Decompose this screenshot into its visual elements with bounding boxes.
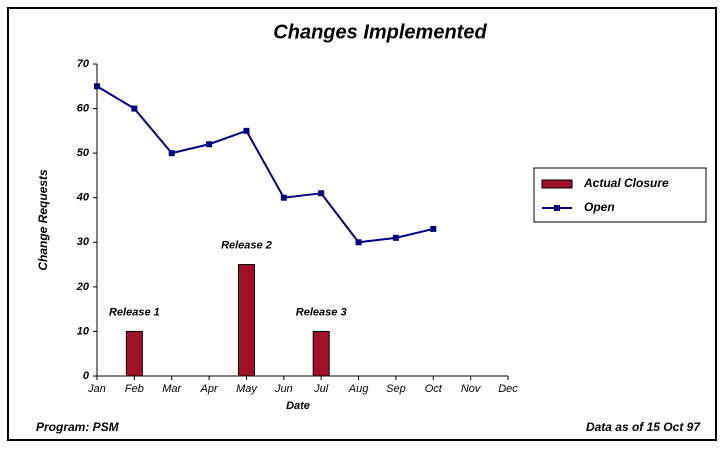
y-tick-label: 30 <box>77 236 90 248</box>
y-tick-label: 0 <box>83 370 90 382</box>
y-tick-label: 20 <box>76 281 90 293</box>
x-axis-label: Date <box>286 400 310 412</box>
x-tick-label: Aug <box>348 383 369 395</box>
marker <box>131 105 138 112</box>
legend-label: Open <box>584 200 615 214</box>
x-tick-label: Feb <box>125 383 144 395</box>
marker <box>355 239 362 246</box>
legend-box <box>533 167 707 223</box>
legend-label: Actual Closure <box>583 176 669 190</box>
annotation: Release 2 <box>221 239 272 251</box>
marker <box>280 194 287 201</box>
marker <box>168 150 175 157</box>
marker <box>318 190 325 197</box>
x-tick-label: Mar <box>162 383 182 395</box>
annotation: Release 1 <box>109 306 160 318</box>
bar <box>312 330 330 377</box>
annotation: Release 3 <box>296 306 347 318</box>
marker <box>243 127 250 134</box>
line <box>96 85 434 244</box>
footer-left: Program: PSM <box>36 420 120 434</box>
legend-marker <box>554 205 560 211</box>
frame <box>7 7 717 441</box>
y-axis-label: Change Requests <box>36 169 50 271</box>
bar <box>125 330 143 377</box>
x-tick-label: Jul <box>313 383 329 395</box>
y-tick-label: 40 <box>76 192 90 204</box>
y-tick-label: 10 <box>77 325 90 337</box>
x-tick-label: Nov <box>461 383 482 395</box>
y-tick-label: 60 <box>77 102 90 114</box>
bar <box>237 264 255 377</box>
x-tick-label: May <box>236 383 258 395</box>
marker <box>392 234 399 241</box>
y-tick-label: 70 <box>77 58 90 70</box>
x-tick-label: Dec <box>498 383 518 395</box>
legend-swatch <box>541 179 573 189</box>
x-tick-label: Jan <box>87 383 106 395</box>
footer-right: Data as of 15 Oct 97 <box>586 420 701 434</box>
x-tick-label: Sep <box>386 383 406 395</box>
chart-title: Changes Implemented <box>273 21 487 43</box>
x-tick-label: Apr <box>200 383 219 395</box>
y-tick-label: 50 <box>77 147 90 159</box>
marker <box>94 83 100 90</box>
x-tick-label: Jun <box>274 383 293 395</box>
marker <box>430 225 437 232</box>
marker <box>206 141 213 148</box>
x-tick-label: Oct <box>425 383 443 395</box>
